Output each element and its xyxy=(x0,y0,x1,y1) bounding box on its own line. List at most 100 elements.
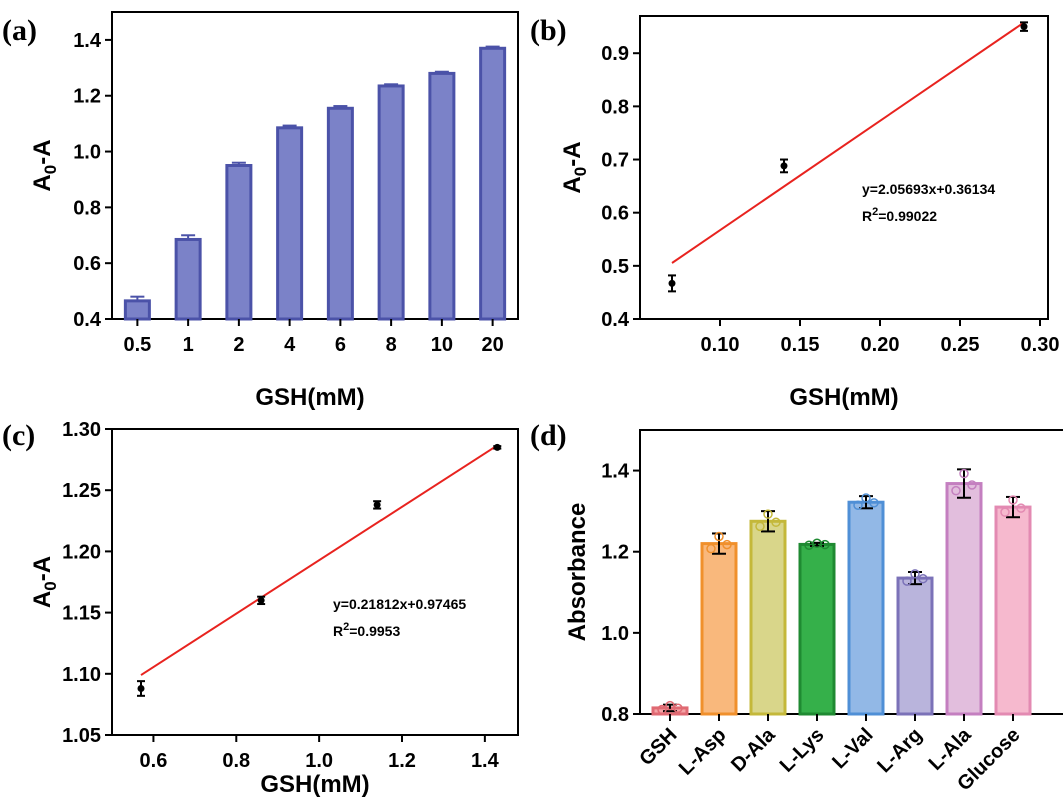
c-xtick-label-0: 0.6 xyxy=(140,750,168,772)
b-ytick-label-1: 0.5 xyxy=(601,256,629,278)
b-xtick-label-2: 0.20 xyxy=(861,334,900,356)
d-replicate-point-Glucose-0 xyxy=(1000,507,1010,517)
a-xtick-label-2: 2 xyxy=(233,334,244,356)
d-xtick-label-D-Ala: D-Ala xyxy=(727,723,780,776)
a-xtick-label-10: 10 xyxy=(431,334,453,356)
a-bar-4 xyxy=(276,126,304,321)
b-ytick-label-3: 0.7 xyxy=(601,150,629,172)
d-replicate-point-L-Ala-1 xyxy=(959,468,969,479)
d-replicate-point-L-Arg-2 xyxy=(918,573,928,584)
a-ytick-label-5: 1.4 xyxy=(73,30,102,52)
d-replicate-point-L-Lys-2 xyxy=(820,539,830,550)
d-ytick-label-0: 0.8 xyxy=(601,704,629,726)
a-xtick-label-4: 4 xyxy=(284,334,296,356)
a-xtick-label-0.5: 0.5 xyxy=(123,334,151,356)
b-ytick-label-0: 0.4 xyxy=(601,309,630,331)
b-data-point-0 xyxy=(668,279,676,287)
a-ytick-label-4: 1.2 xyxy=(73,86,101,108)
c-ytick-label-4: 1.25 xyxy=(62,480,101,502)
d-replicate-point-L-Val-1 xyxy=(861,493,871,503)
a-bar-1 xyxy=(174,237,202,321)
c-xtick-label-3: 1.2 xyxy=(388,750,416,772)
a-xtick-label-8: 8 xyxy=(386,334,397,356)
d-replicate-point-L-Arg-0 xyxy=(902,576,912,586)
a-ytick-label-3: 1.0 xyxy=(73,142,101,164)
d-replicate-point-D-Ala-2 xyxy=(771,517,781,528)
c-data-point-2 xyxy=(373,501,381,509)
d-bar-D-Ala xyxy=(749,519,787,716)
b-ytick-label-2: 0.6 xyxy=(601,203,629,225)
d-replicate-point-GSH-2 xyxy=(673,703,683,713)
d-y-axis-title: Absorbance xyxy=(564,503,591,642)
a-ytick-label-1: 0.6 xyxy=(73,253,101,275)
a-y-axis-title: A0-A xyxy=(29,139,60,191)
d-xtick-label-L-Asp: L-Asp xyxy=(675,724,731,780)
c-plot-frame xyxy=(111,428,519,736)
d-replicate-point-L-Asp-0 xyxy=(706,543,716,554)
c-ytick-label-2: 1.15 xyxy=(62,603,101,625)
b-r-squared: R2=0.99022 xyxy=(862,206,937,224)
d-replicate-point-D-Ala-0 xyxy=(755,521,765,532)
b-data-point-1 xyxy=(780,162,788,170)
c-data-point-1 xyxy=(257,596,265,604)
c-ytick-label-1: 1.10 xyxy=(62,664,101,686)
d-replicate-point-L-Asp-2 xyxy=(722,539,732,550)
c-xtick-label-4: 1.4 xyxy=(471,750,500,772)
b-xtick-label-0: 0.10 xyxy=(701,334,740,356)
d-replicate-point-L-Arg-1 xyxy=(910,569,920,579)
a-x-axis-title: GSH(mM) xyxy=(255,384,364,411)
c-xtick-label-2: 1.0 xyxy=(305,750,333,772)
d-bar-L-Val xyxy=(847,500,885,716)
a-xtick-label-20: 20 xyxy=(482,334,504,356)
d-replicate-point-L-Ala-2 xyxy=(967,480,977,490)
b-ytick-label-4: 0.8 xyxy=(601,96,629,118)
panel-a-bar-chart: 0.4 0.6 0.8 1.0 1.2 1.4 0.5 1 2 4 6 8 10 20 GSH(mM) A0-… xyxy=(29,11,519,411)
b-fit-line xyxy=(671,21,1025,264)
d-xtick-label-L-Lys: L-Lys xyxy=(776,724,829,777)
a-xtick-label-6: 6 xyxy=(335,334,346,356)
c-ytick-label-0: 1.05 xyxy=(62,725,101,747)
c-xtick-label-1: 0.8 xyxy=(222,750,250,772)
b-xtick-label-3: 0.25 xyxy=(941,334,980,356)
d-ytick-label-2: 1.2 xyxy=(601,542,629,564)
c-ytick-label-5: 1.30 xyxy=(62,419,101,441)
d-bar-L-Ala xyxy=(945,482,983,716)
d-bar-L-Asp xyxy=(700,542,738,716)
a-ytick-label-0: 0.4 xyxy=(73,309,102,331)
panel-tag-b: (b) xyxy=(530,14,567,47)
c-data-point-0 xyxy=(137,684,145,692)
d-replicate-point-Glucose-1 xyxy=(1008,495,1018,505)
a-bar-20 xyxy=(479,46,507,321)
a-bar-10 xyxy=(428,71,456,321)
d-replicate-point-D-Ala-1 xyxy=(763,509,773,519)
panel-b-calibration-chart: 0.4 0.5 0.6 0.7 0.8 0.9 0.10 0.15 0.20 0.25 0.30 y=… xyxy=(559,15,1060,411)
d-bar-L-Arg xyxy=(896,576,934,716)
b-data-point-2 xyxy=(1020,23,1028,31)
d-replicate-point-GSH-0 xyxy=(657,704,667,715)
b-x-axis-title: GSH(mM) xyxy=(789,384,898,411)
d-replicate-point-L-Ala-0 xyxy=(951,485,961,496)
b-fit-equation: y=2.05693x+0.36134 xyxy=(862,181,995,197)
d-replicate-point-GSH-1 xyxy=(665,700,675,711)
d-xtick-label-L-Val: L-Val xyxy=(828,724,877,773)
d-bar-Glucose xyxy=(994,505,1032,716)
c-data-point-3 xyxy=(493,443,501,451)
d-bar-L-Lys xyxy=(798,542,836,716)
d-replicate-point-L-Val-2 xyxy=(869,498,879,508)
a-bar-0.5 xyxy=(123,299,151,321)
c-fit-line xyxy=(140,444,498,676)
panel-tag-c: (c) xyxy=(2,419,35,452)
b-xtick-label-4: 0.30 xyxy=(1021,334,1060,356)
a-ytick-label-2: 0.8 xyxy=(73,197,101,219)
d-replicate-point-L-Asp-1 xyxy=(714,531,724,542)
a-plot-frame xyxy=(111,11,519,320)
b-y-axis-title: A0-A xyxy=(559,141,590,193)
b-plot-frame xyxy=(639,15,1049,320)
a-bar-6 xyxy=(326,106,354,321)
b-ytick-label-5: 0.9 xyxy=(601,43,629,65)
a-bar-2 xyxy=(225,164,253,321)
d-ytick-label-3: 1.4 xyxy=(601,461,630,483)
d-ytick-label-1: 1.0 xyxy=(601,623,629,645)
c-x-axis-title: GSH(mM) xyxy=(260,771,369,798)
c-r-squared: R2=0.9953 xyxy=(333,621,400,639)
